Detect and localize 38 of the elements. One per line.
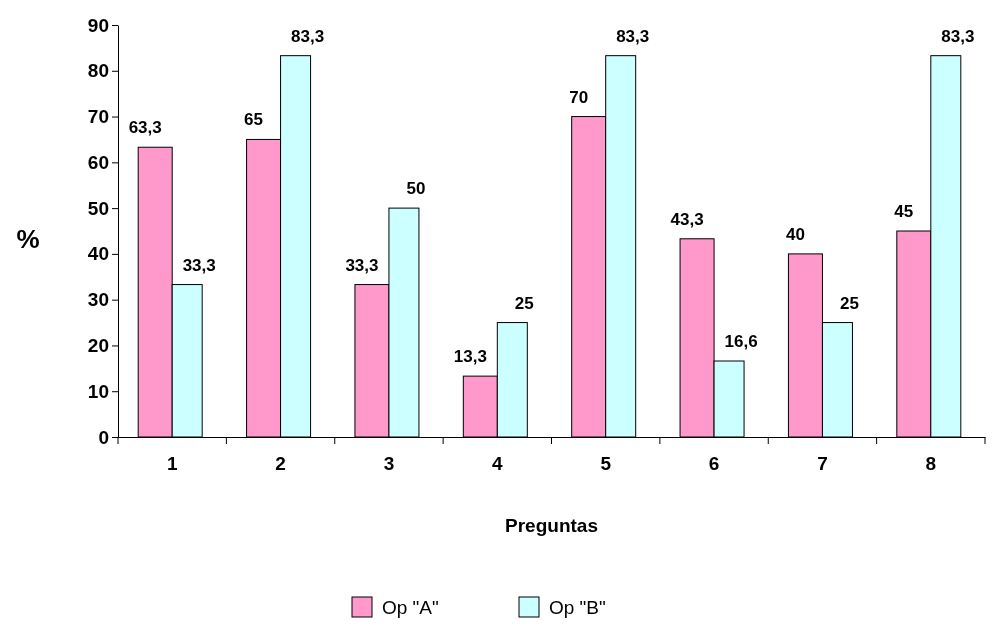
data-label: 63,3 (128, 118, 162, 138)
legend-label: Op "A" (382, 597, 439, 618)
x-tick-label: 2 (275, 453, 286, 475)
data-label: 43,3 (670, 209, 704, 229)
x-tick-label: 3 (383, 453, 395, 475)
data-label: 70 (569, 87, 589, 107)
y-tick-label: 50 (87, 197, 109, 219)
data-label: 65 (244, 110, 264, 130)
y-tick-label: 60 (87, 151, 109, 173)
data-label: 33,3 (182, 255, 216, 275)
x-tick-label: 6 (708, 453, 720, 475)
x-tick-label: 7 (817, 453, 828, 475)
y-tick-label: 0 (98, 426, 109, 448)
data-label: 25 (839, 293, 859, 313)
data-label: 83,3 (616, 26, 650, 46)
y-tick-label: 80 (87, 60, 109, 82)
data-label: 13,3 (453, 347, 487, 367)
data-label: 33,3 (345, 255, 379, 275)
data-label: 83,3 (291, 26, 325, 46)
data-label: 83,3 (941, 26, 975, 46)
data-label: 50 (406, 179, 426, 199)
y-tick-label: 30 (87, 289, 109, 311)
y-axis-title: % (16, 224, 40, 254)
data-label: 40 (785, 224, 805, 244)
x-axis-title: Preguntas (505, 515, 598, 536)
y-tick-label: 40 (87, 243, 109, 265)
y-tick-label: 20 (87, 335, 109, 357)
x-tick-label: 1 (166, 453, 178, 475)
y-tick-label: 90 (87, 14, 109, 36)
x-tick-label: 4 (492, 453, 504, 475)
y-tick-label: 10 (87, 380, 109, 402)
data-label: 45 (894, 202, 914, 221)
data-label: 16,6 (724, 332, 758, 352)
legend-label: Op "B" (549, 597, 606, 618)
data-label: 25 (514, 293, 534, 313)
x-tick-label: 8 (925, 453, 937, 475)
y-tick-label: 70 (87, 106, 109, 128)
x-tick-label: 5 (600, 453, 612, 475)
